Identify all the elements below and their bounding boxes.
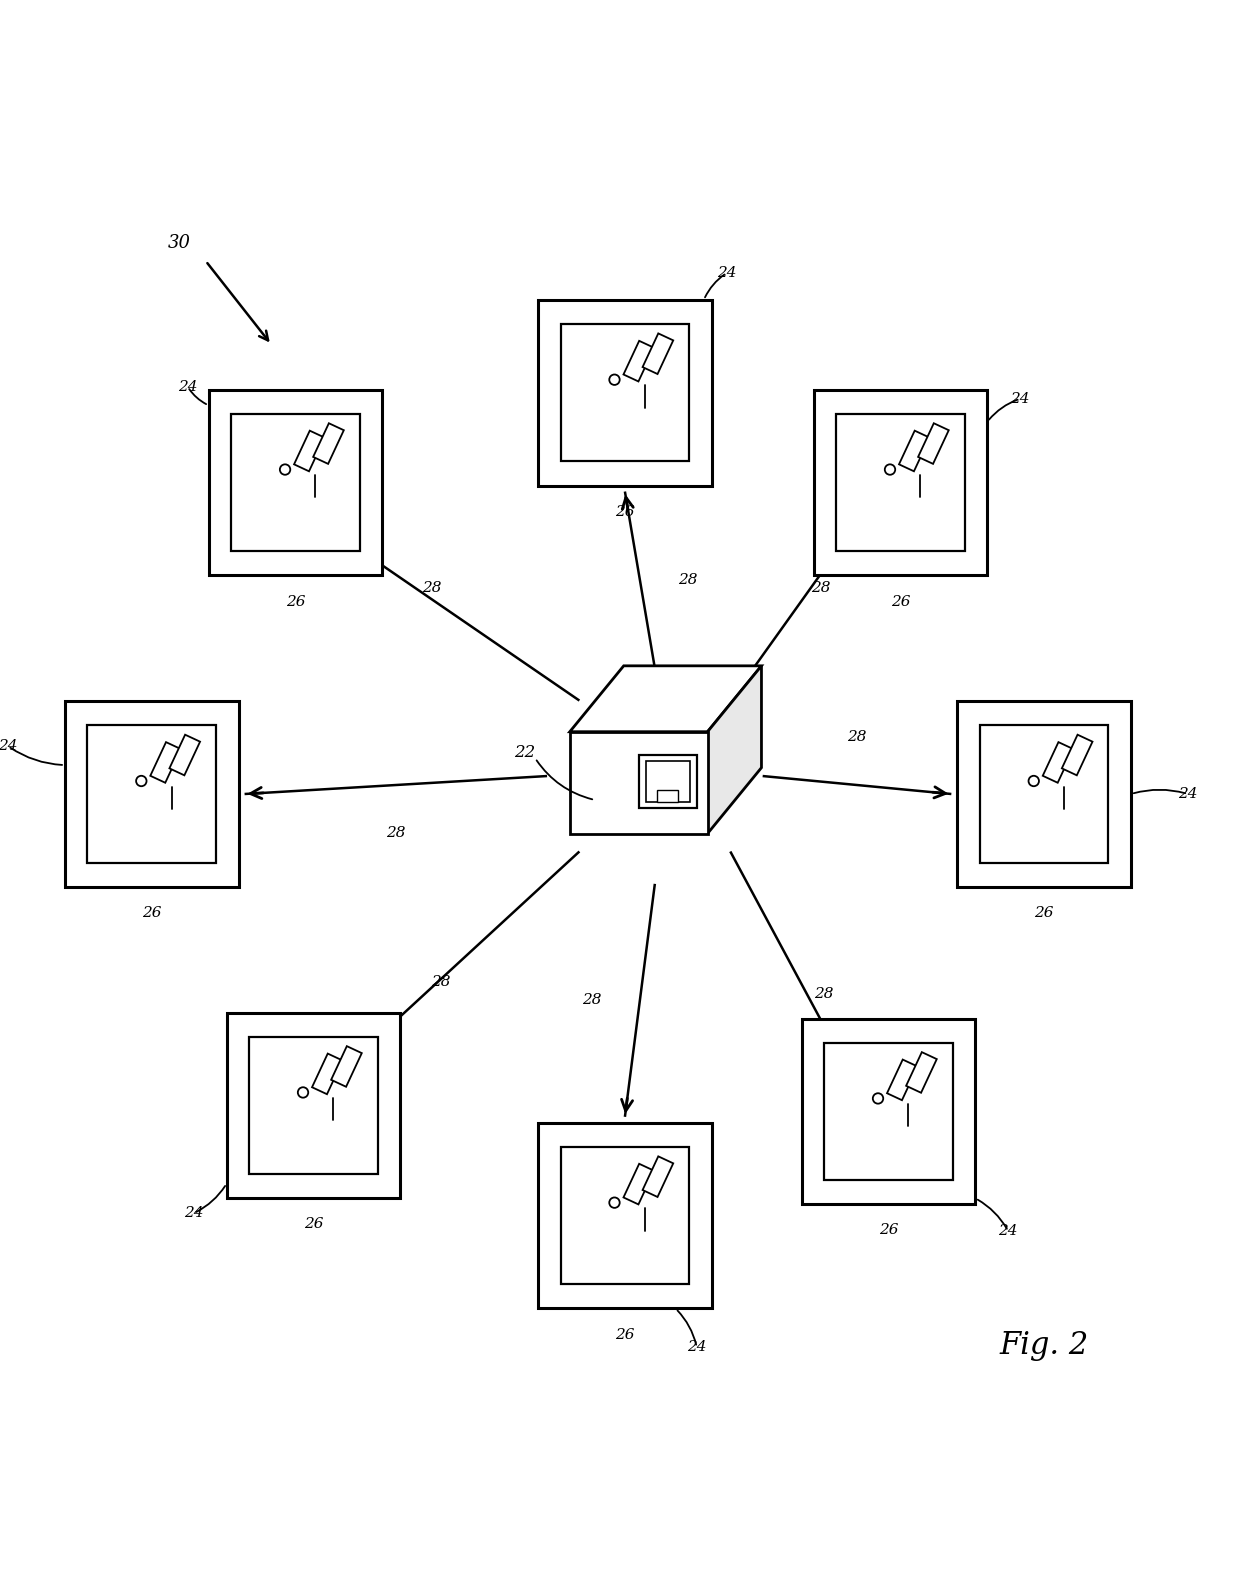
Bar <box>227 1013 401 1199</box>
Bar <box>231 414 360 551</box>
Polygon shape <box>150 742 181 783</box>
Bar <box>646 762 689 802</box>
Polygon shape <box>1043 742 1074 783</box>
Polygon shape <box>887 1059 918 1100</box>
Circle shape <box>136 777 146 786</box>
Text: 28: 28 <box>386 826 405 840</box>
Bar <box>825 1043 952 1180</box>
Polygon shape <box>170 735 200 775</box>
Bar <box>639 756 697 808</box>
Polygon shape <box>570 665 761 732</box>
Circle shape <box>298 1088 309 1097</box>
Text: 24: 24 <box>717 265 737 279</box>
Bar <box>538 300 712 486</box>
Text: 28: 28 <box>432 975 450 989</box>
Circle shape <box>280 464 290 475</box>
Polygon shape <box>918 424 949 464</box>
Polygon shape <box>624 341 655 381</box>
Polygon shape <box>624 1164 655 1204</box>
Circle shape <box>609 1197 620 1208</box>
Text: 26: 26 <box>1034 907 1054 919</box>
Text: 22: 22 <box>513 743 536 761</box>
Text: 30: 30 <box>167 233 191 252</box>
Text: 24: 24 <box>1178 788 1198 800</box>
Bar <box>836 414 965 551</box>
Circle shape <box>885 464 895 475</box>
Text: 28: 28 <box>583 994 601 1007</box>
Text: 24: 24 <box>1011 392 1030 405</box>
Text: 26: 26 <box>285 594 305 608</box>
Text: Fig. 2: Fig. 2 <box>999 1329 1089 1361</box>
Circle shape <box>609 375 620 384</box>
Polygon shape <box>906 1053 936 1093</box>
Polygon shape <box>899 430 930 472</box>
Text: 24: 24 <box>0 738 17 753</box>
Text: 28: 28 <box>813 988 833 1000</box>
Bar <box>560 324 689 462</box>
Text: 26: 26 <box>890 594 910 608</box>
Text: 24: 24 <box>687 1340 707 1355</box>
Bar <box>813 389 987 575</box>
Text: 26: 26 <box>615 505 635 519</box>
Polygon shape <box>331 1046 362 1086</box>
Circle shape <box>1028 777 1039 786</box>
Polygon shape <box>570 732 708 834</box>
Text: 28: 28 <box>811 581 831 596</box>
Polygon shape <box>642 333 673 375</box>
Polygon shape <box>294 430 325 472</box>
Bar <box>657 791 678 802</box>
Polygon shape <box>708 665 761 834</box>
Bar <box>64 702 238 886</box>
Text: 28: 28 <box>847 730 867 745</box>
Bar <box>249 1037 378 1174</box>
Polygon shape <box>314 424 343 464</box>
Text: 26: 26 <box>143 907 161 919</box>
Polygon shape <box>1061 735 1092 775</box>
Text: 24: 24 <box>177 380 197 394</box>
Bar <box>208 389 382 575</box>
Text: 26: 26 <box>615 1328 635 1342</box>
Text: 28: 28 <box>678 573 698 588</box>
Text: 24: 24 <box>184 1207 203 1220</box>
Text: 28: 28 <box>422 581 441 596</box>
Polygon shape <box>642 1156 673 1197</box>
Bar <box>801 1018 976 1204</box>
Bar <box>957 702 1131 886</box>
Text: 26: 26 <box>879 1223 898 1237</box>
Bar <box>538 1123 712 1309</box>
Text: 24: 24 <box>998 1224 1018 1239</box>
Bar <box>980 726 1109 862</box>
Bar <box>560 1147 689 1285</box>
Circle shape <box>873 1093 883 1104</box>
Polygon shape <box>312 1053 342 1094</box>
Bar <box>88 726 216 862</box>
Text: 26: 26 <box>304 1218 324 1231</box>
